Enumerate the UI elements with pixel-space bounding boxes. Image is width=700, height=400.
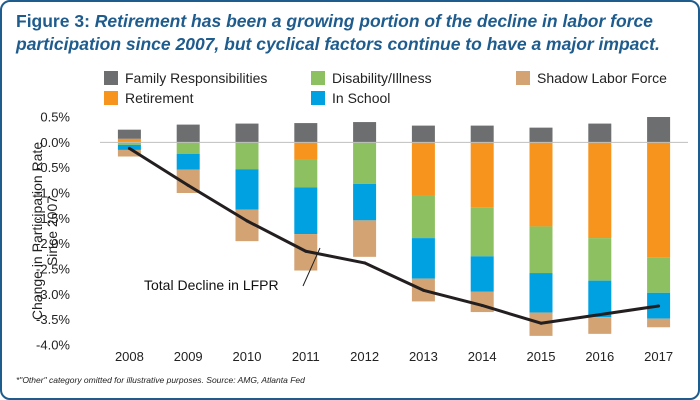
bar-in-school-2014 [470,256,494,292]
legend-label-in-school: In School [332,90,390,106]
figure-title: Figure 3: Retirement has been a growing … [16,10,686,56]
y-tick-label: -1.5% [36,211,70,226]
legend-swatch-family-responsibilities [104,71,118,85]
bar-family-responsibilities-2010 [235,123,259,143]
bar-in-school-2011 [294,187,318,235]
line-point-2008 [127,146,131,150]
line-point-2009 [186,183,190,187]
x-axis: 2008 2009 2010 2011 2012 2013 2014 2015 2016 2017 [115,349,673,364]
bar-in-school-2013 [411,238,435,279]
bar-disability-illness-2015 [529,226,553,274]
footnote: *"Other" category omitted for illustrati… [16,375,305,385]
x-tick-label-2009: 2009 [174,349,203,364]
bar-disability-illness-2010 [235,142,259,170]
x-tick-label-2017: 2017 [644,349,673,364]
x-tick-label-2016: 2016 [585,349,614,364]
y-axis: 0.5% 0.0% -0.5% -1.0% -1.5% -2.0% -2.5% -3.0% -3… [36,110,70,353]
bar-family-responsibilities-2014 [470,125,494,143]
bar-in-school-2016 [588,280,612,318]
line-point-2012 [363,261,367,265]
bar-disability-illness-2011 [294,159,318,188]
x-tick-label-2013: 2013 [409,349,438,364]
bar-family-responsibilities-2009 [176,124,200,143]
legend-label-shadow-labor-force: Shadow Labor Force [537,70,667,86]
bar-family-responsibilities-2011 [294,123,318,143]
y-tick-label: 0.0% [40,135,70,150]
legend-swatch-retirement [104,91,118,105]
y-tick-label: -3.0% [36,287,70,302]
x-tick-label-2008: 2008 [115,349,144,364]
bar-in-school-2010 [235,169,259,210]
bar-disability-illness-2016 [588,238,612,281]
x-tick-label-2015: 2015 [527,349,556,364]
legend-label-disability-illness: Disability/Illness [332,70,432,86]
line-point-2015 [539,321,543,325]
bar-family-responsibilities-2013 [411,125,435,143]
legend: Family Responsibilities Disability/Illnes… [104,70,667,106]
bar-disability-illness-2017 [647,257,671,293]
bar-retirement-2017 [647,142,671,258]
bar-disability-illness-2009 [176,142,200,154]
line-point-2010 [245,219,249,223]
x-tick-label-2011: 2011 [292,349,320,364]
x-tick-label-2014: 2014 [468,349,497,364]
bar-disability-illness-2012 [353,142,377,184]
legend-label-family-responsibilities: Family Responsibilities [125,70,267,86]
bar-retirement-2015 [529,142,553,227]
y-tick-label: -0.5% [36,160,70,175]
legend-swatch-disability-illness [311,71,325,85]
bar-family-responsibilities-2012 [353,122,377,143]
annotation-leader [302,247,321,287]
bar-retirement-2008 [117,138,141,143]
figure-label: Figure 3: [16,11,90,31]
bar-retirement-2016 [588,142,612,239]
bar-retirement-2014 [470,142,494,208]
bar-disability-illness-2014 [470,207,494,257]
bar-family-responsibilities-2015 [529,127,553,143]
bar-retirement-2011 [294,142,318,160]
bar-shadow-labor-force-2012 [353,220,377,257]
legend-swatch-shadow-labor-force [516,71,530,85]
bar-disability-illness-2008 [117,142,141,145]
line-point-2017 [657,304,661,308]
bar-family-responsibilities-2008 [117,129,141,139]
bar-in-school-2015 [529,273,553,313]
figure-title-text: Retirement has been a growing portion of… [16,11,660,54]
bar-family-responsibilities-2017 [647,117,671,143]
bar-shadow-labor-force-2017 [647,318,671,328]
total-decline-line: Total Decline in LFPR [127,146,661,325]
legend-label-retirement: Retirement [125,90,194,106]
bar-retirement-2013 [411,142,435,196]
bar-shadow-labor-force-2008 [117,149,141,157]
bar-in-school-2009 [176,153,200,170]
y-tick-label: -2.5% [36,262,70,277]
y-tick-label: -1.0% [36,186,70,201]
bar-disability-illness-2013 [411,195,435,239]
bar-shadow-labor-force-2016 [588,317,612,334]
annotation-total-decline: Total Decline in LFPR [144,277,279,293]
y-tick-label: -2.0% [36,236,70,251]
x-tick-label-2012: 2012 [350,349,379,364]
y-tick-label: -3.5% [36,312,70,327]
bars [117,117,671,336]
y-axis-label: Change in Participation RateSince 2007 [29,142,60,320]
line-point-2013 [421,288,425,292]
y-tick-label: 0.5% [40,110,70,125]
bar-family-responsibilities-2016 [588,123,612,143]
legend-swatch-in-school [311,91,325,105]
line-point-2016 [598,313,602,317]
line-total-decline [128,147,659,325]
x-tick-label-2010: 2010 [233,349,262,364]
line-point-2011 [304,249,308,253]
line-point-2014 [480,303,484,307]
bar-in-school-2012 [353,183,377,221]
y-tick-label: -4.0% [36,338,70,353]
